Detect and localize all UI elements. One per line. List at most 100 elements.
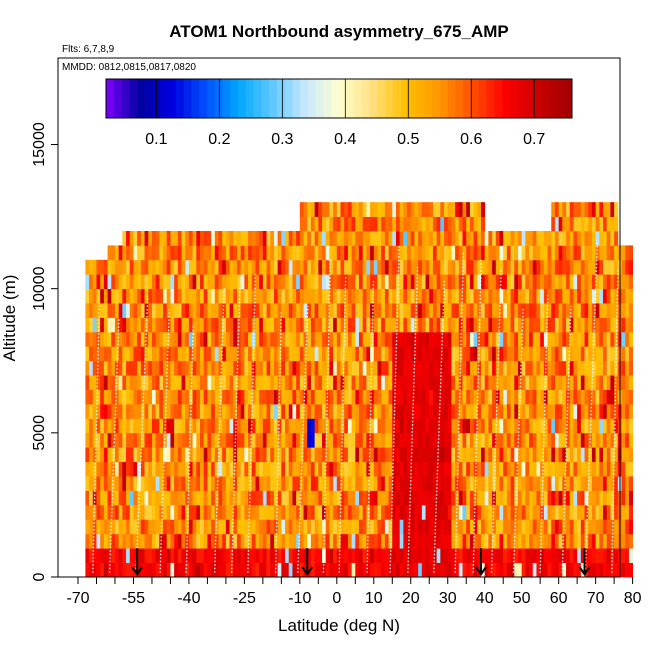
heat-cell — [469, 404, 475, 419]
heat-cell — [344, 375, 349, 390]
heat-cell — [151, 432, 157, 448]
heat-cell — [322, 245, 327, 261]
heat-cell — [355, 418, 360, 434]
heat-cell — [569, 331, 574, 347]
heat-cell — [111, 259, 116, 275]
heat-cell — [377, 202, 382, 217]
heat-cell — [510, 533, 515, 549]
heat-cell — [499, 476, 504, 491]
heat-cell — [285, 245, 290, 261]
heat-cell — [384, 418, 389, 434]
heat-cell — [270, 346, 275, 362]
heat-cell — [551, 562, 556, 578]
heat-cell — [144, 504, 149, 520]
heat-cell — [270, 461, 275, 477]
heat-cell — [255, 519, 260, 535]
heat-cell — [407, 303, 412, 318]
heat-cell — [325, 231, 330, 246]
heat-cell — [403, 418, 408, 434]
heat-cell — [366, 259, 371, 275]
heat-cell — [558, 533, 563, 549]
heat-cell — [514, 245, 519, 261]
heat-cell — [381, 231, 386, 246]
heat-cell — [381, 447, 386, 463]
heat-cell — [96, 548, 101, 563]
heat-cell — [362, 533, 367, 549]
heat-cell — [151, 476, 157, 491]
heat-cell — [566, 447, 571, 463]
heat-cell — [436, 548, 441, 563]
heat-cell — [322, 216, 327, 232]
heat-cell — [103, 331, 108, 347]
heat-cell — [558, 476, 563, 491]
heat-cell — [580, 303, 585, 318]
heat-cell — [103, 375, 108, 390]
heat-cell — [484, 432, 489, 448]
heat-cell — [155, 461, 160, 477]
heat-cell — [466, 490, 471, 506]
heat-cell — [495, 274, 500, 290]
heat-cell — [540, 476, 545, 491]
heat-cell — [525, 245, 530, 261]
heat-cell — [614, 231, 619, 246]
heat-cell — [325, 418, 330, 434]
heat-cell — [366, 461, 371, 477]
heat-cell — [410, 303, 415, 318]
heat-cell — [107, 533, 112, 549]
heat-cell — [588, 533, 593, 549]
heat-cell — [606, 360, 611, 376]
heat-cell — [492, 389, 497, 405]
heat-cell — [599, 389, 604, 405]
heat-cell — [444, 360, 449, 376]
heat-cell — [336, 274, 341, 290]
heat-cell — [177, 432, 182, 448]
heat-cell — [366, 317, 371, 333]
heat-cell — [103, 519, 108, 535]
heat-cell — [351, 202, 356, 217]
heat-cell — [344, 533, 349, 549]
heat-cell — [107, 548, 112, 563]
heat-cell — [521, 461, 526, 477]
heat-cell — [429, 447, 434, 463]
heat-cell — [359, 476, 364, 491]
heat-cell — [492, 533, 497, 549]
heat-cell — [558, 375, 563, 390]
heat-cell — [166, 231, 171, 246]
heat-cell — [359, 562, 364, 578]
heat-cell — [606, 331, 611, 347]
heat-cell — [200, 404, 205, 419]
heat-cell — [625, 548, 630, 563]
heat-cell — [285, 447, 290, 463]
heat-cell — [273, 245, 279, 261]
heat-cell — [547, 303, 552, 318]
heat-cell — [344, 447, 349, 463]
heat-cell — [336, 346, 341, 362]
heat-cell — [181, 519, 186, 535]
heat-cell — [543, 245, 548, 261]
heat-cell — [584, 375, 589, 390]
heat-cell — [603, 490, 608, 506]
heat-cell — [355, 490, 360, 506]
heat-cell — [503, 447, 508, 463]
heat-cell — [100, 548, 105, 563]
heat-cell — [525, 259, 530, 275]
heat-cell — [473, 418, 478, 434]
heat-cell — [517, 461, 523, 477]
heat-cell — [606, 346, 611, 362]
heat-cell — [355, 375, 360, 390]
heat-cell — [488, 476, 493, 491]
heat-cell — [569, 519, 574, 535]
heat-cell — [388, 216, 393, 232]
heat-cell — [174, 461, 179, 477]
heat-cell — [562, 317, 567, 333]
heat-cell — [466, 375, 471, 390]
heat-cell — [484, 303, 489, 318]
heat-cell — [621, 476, 626, 491]
heat-cell — [599, 346, 604, 362]
heat-cell — [503, 562, 508, 578]
heat-cell — [517, 504, 523, 520]
heat-cell — [610, 389, 615, 405]
heat-cell — [462, 533, 467, 549]
heat-cell — [551, 447, 556, 463]
heat-cell — [281, 562, 286, 578]
